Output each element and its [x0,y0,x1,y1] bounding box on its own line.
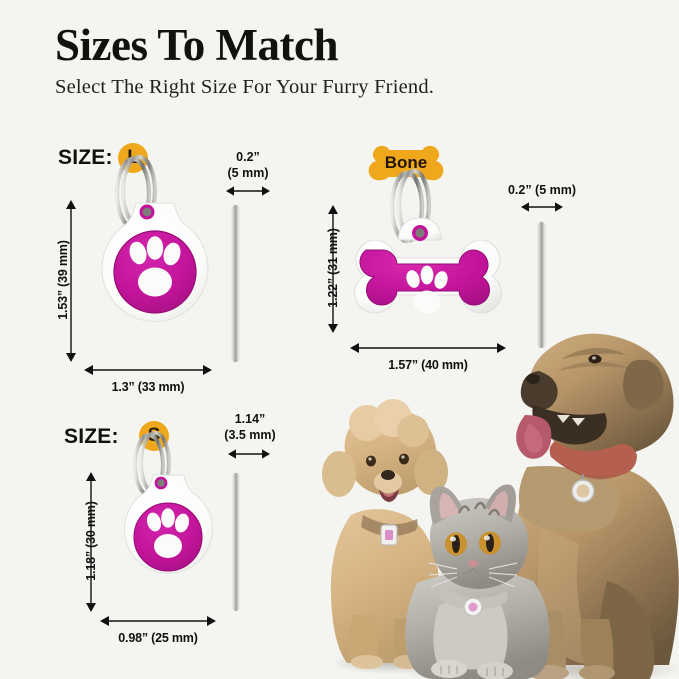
paw-print-icon [146,508,190,558]
paw-print-icon [129,236,181,297]
pet-tag-bulldog [571,474,595,503]
pet-cat [405,484,550,679]
width-arrow-small [100,614,216,628]
bone-tag [348,165,508,345]
height-label-small: 1.18” (30 mm) [84,501,98,581]
thickness-line-1: 1.14” [234,412,266,426]
thickness-line-2: (5 mm) [227,165,269,180]
size-badge-bone: Bone [367,140,445,186]
height-label-bone: 1.22” (31 mm) [326,228,340,308]
size-badge-bone-label: Bone [384,153,428,172]
bone-badge-shape [368,145,444,181]
thickness-arrow-small [228,447,270,461]
large-round-tag [90,154,225,388]
pet-tag-poodle [380,524,398,546]
size-prefix-small: SIZE: [64,425,119,448]
size-prefix-large: SIZE: [58,146,113,169]
width-arrow-bone [350,341,506,355]
width-label-large: 1.3” (33 mm) [111,380,185,394]
pet-tag-cat [463,597,483,617]
height-label-large: 1.53” (39 mm) [56,240,70,320]
height-arrow-bone [326,205,340,333]
thickness-line-1: 0.2” [236,150,260,164]
thickness-label-small: 1.14” (3.5 mm) [198,412,302,443]
tag-body-large [101,202,209,322]
width-arrow-large [84,363,212,377]
ear-right [414,449,448,495]
collar-bulldog [549,441,637,478]
tag-tab-bone [397,217,443,241]
header-block: Sizes To Match Select The Right Size For… [55,20,655,99]
width-label-bone: 1.57” (40 mm) [388,358,468,372]
height-arrow-small [84,472,98,612]
thickness-line-1: 0.2” (5 mm) [507,183,577,197]
pets-photo [289,319,679,679]
width-label-small: 0.98” (25 mm) [118,631,198,645]
ear-left [322,451,356,497]
page-subtitle: Select The Right Size For Your Furry Fri… [55,76,435,99]
thickness-label-large: 0.2” (5 mm) [207,150,289,181]
thickness-bar-large [232,205,239,362]
thickness-line-2: (3.5 mm) [224,427,276,442]
page-title: Sizes To Match [55,20,339,70]
thickness-label-bone: 0.2” (5 mm) [487,183,597,199]
paw-print-icon [406,265,448,314]
height-arrow-large [64,200,78,362]
thickness-arrow-bone [521,200,563,214]
thickness-bar-small [233,473,239,611]
thickness-arrow-large [226,184,270,198]
pet-bulldog [514,333,679,679]
small-round-tag [112,431,232,627]
thickness-bar-bone [538,222,545,348]
